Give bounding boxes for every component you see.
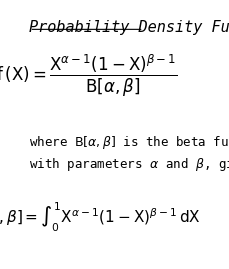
- Text: where $\mathrm{B}[\alpha,\beta]$ is the beta function: where $\mathrm{B}[\alpha,\beta]$ is the …: [30, 134, 229, 151]
- Text: $\mathrm{f\,(X)} = \dfrac{\mathrm{X}^{\alpha-1}(1-\mathrm{X})^{\beta-1}}{\mathrm: $\mathrm{f\,(X)} = \dfrac{\mathrm{X}^{\a…: [0, 53, 177, 99]
- Text: Probability Density Function: Probability Density Function: [30, 20, 229, 35]
- Text: with parameters $\alpha$ and $\beta$, given by: with parameters $\alpha$ and $\beta$, gi…: [30, 156, 229, 173]
- Text: $\mathrm{B}[\alpha,\beta] = \int_{0}^{1}\mathrm{X}^{\alpha-1}(1-\mathrm{X})^{\be: $\mathrm{B}[\alpha,\beta] = \int_{0}^{1}…: [0, 200, 201, 234]
